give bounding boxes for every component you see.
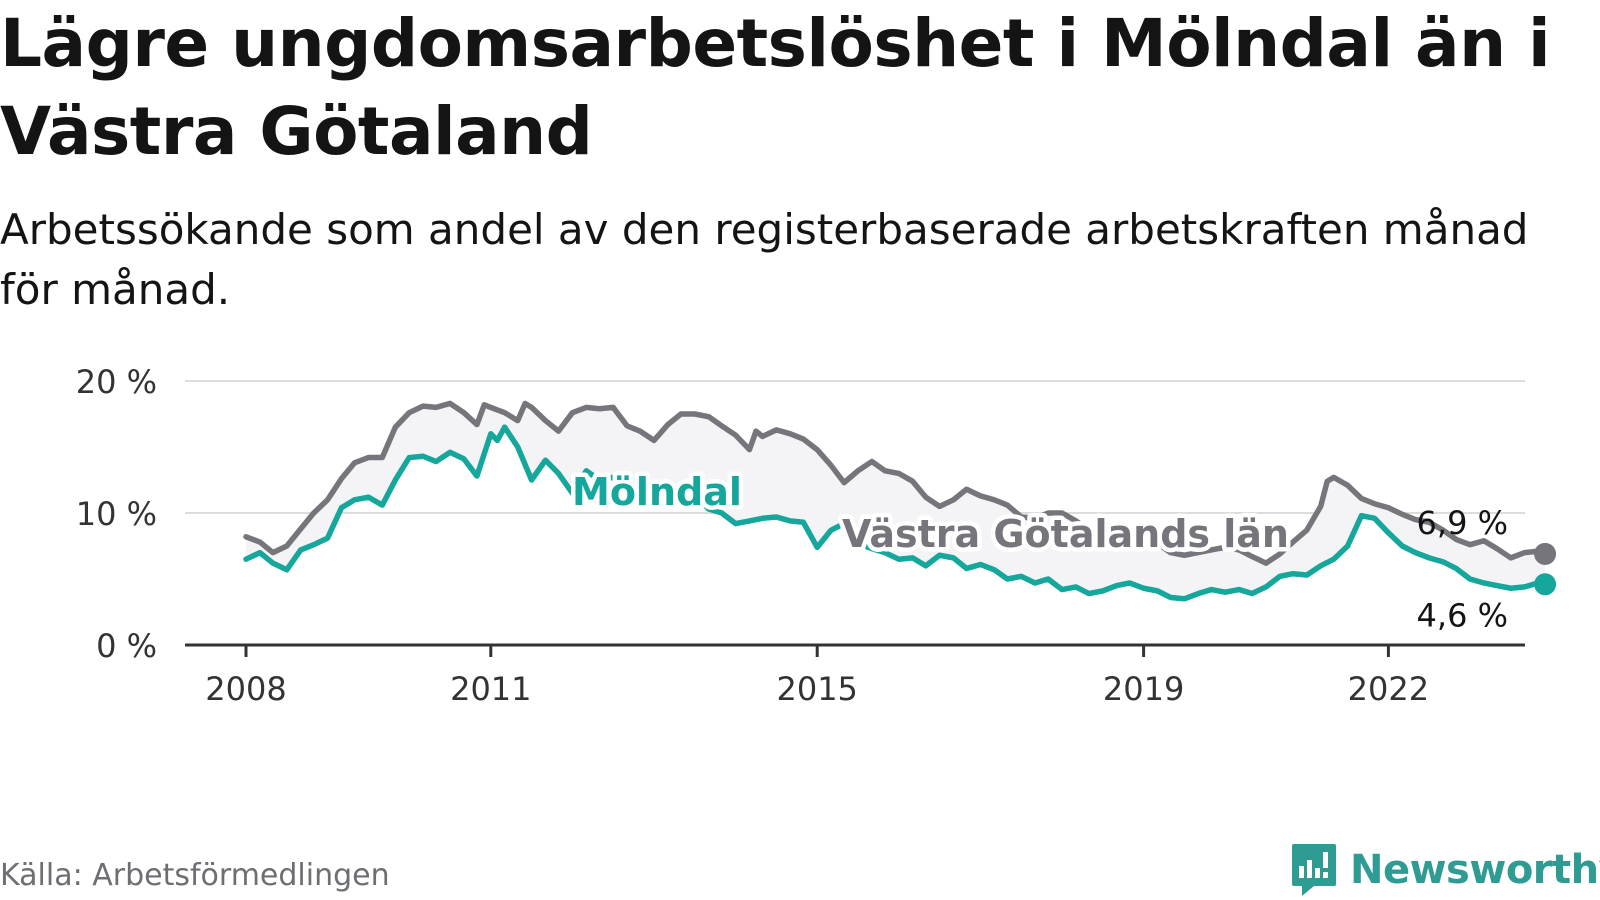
end-point-vastra-gotaland [1534, 542, 1557, 565]
end-label-molndal: 4,6 % [1417, 596, 1508, 634]
x-tick-label-2008: 2008 [205, 670, 286, 708]
end-label-vastra-gotaland: 6,9 % [1417, 504, 1508, 542]
source-note: Källa: Arbetsförmedlingen [0, 858, 390, 893]
x-tick-label-2015: 2015 [776, 670, 857, 708]
x-tick-label-2011: 2011 [450, 670, 531, 708]
brand-logo: Newsworthy [1290, 840, 1600, 900]
chart-title: Lägre ungdomsarbetslöshet i Mölndal än i… [0, 5, 1551, 170]
y-tick-label-20: 20 % [76, 363, 157, 401]
end-point-molndal [1534, 573, 1557, 596]
chart-subtitle: Arbetssökande som andel av den registerb… [0, 205, 1529, 314]
annotation-vastra-gotaland: Västra Götalands län [842, 512, 1289, 556]
brand-name: Newsworthy [1350, 847, 1600, 893]
x-tick-label-2022: 2022 [1348, 670, 1429, 708]
y-tick-label-10: 10 % [76, 495, 157, 533]
annotation-molndal: Mölndal [572, 470, 742, 514]
gap-area [246, 403, 1546, 599]
series-line-molndal [243, 424, 1548, 602]
x-tick-label-2019: 2019 [1103, 670, 1184, 708]
newsworthy-logo-icon [1292, 844, 1336, 896]
annotation-molndal-halo: Mölndal [572, 470, 742, 514]
y-tick-label-0: 0 % [96, 627, 157, 665]
annotation-vastra-gotaland-halo: Västra Götalands län [842, 512, 1289, 556]
series-line-vastra-gotaland [243, 400, 1548, 566]
